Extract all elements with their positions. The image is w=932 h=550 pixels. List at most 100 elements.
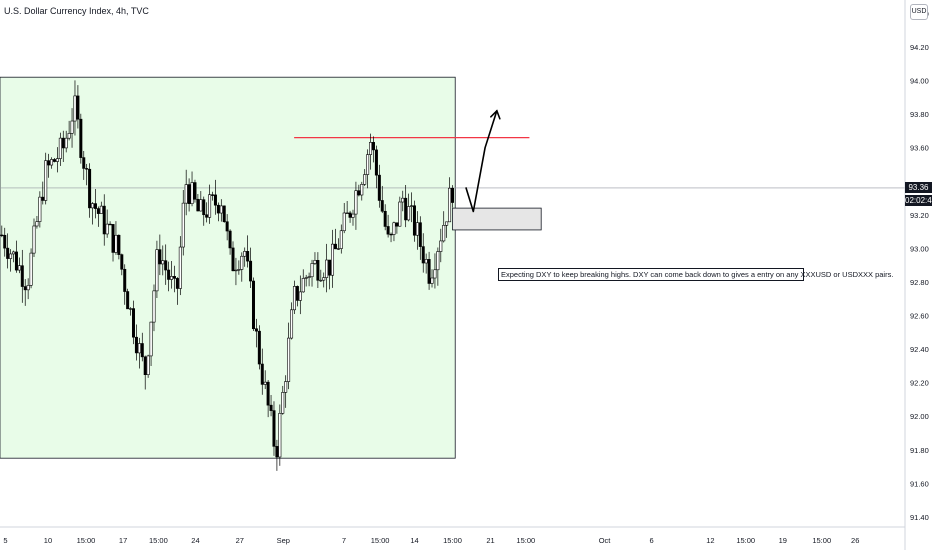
candle-body	[219, 205, 223, 214]
candle-body	[82, 157, 86, 169]
x-tick-label: 17	[119, 536, 127, 545]
candle-body	[427, 259, 431, 284]
candle-body	[392, 222, 396, 235]
candle-body	[216, 204, 220, 214]
candle-body	[418, 222, 422, 247]
candle-body	[164, 260, 168, 271]
candle-body	[213, 194, 217, 206]
candle-body	[170, 276, 174, 280]
candle-body	[44, 160, 48, 201]
candle-body	[231, 247, 235, 272]
candle-body	[404, 197, 408, 221]
x-tick-label: Oct	[599, 536, 612, 545]
y-tick-label: 93.00	[910, 244, 929, 253]
x-tick-label: 15:00	[736, 536, 755, 545]
candle-body	[64, 137, 68, 149]
candle-body	[6, 247, 10, 259]
y-tick-label: 93.20	[910, 211, 929, 220]
candle-body	[111, 224, 115, 253]
candle-body	[269, 404, 273, 411]
candle-body	[38, 196, 42, 222]
candle-body	[290, 309, 294, 339]
candle-body	[319, 279, 323, 282]
candle-body	[85, 168, 89, 170]
candle-body	[371, 142, 375, 151]
candle-body	[415, 222, 419, 236]
candle-body	[208, 194, 212, 218]
candle-body	[134, 336, 138, 354]
candle-body	[243, 251, 247, 257]
candle-body	[58, 137, 62, 159]
candle-body	[251, 280, 255, 330]
candle-body	[357, 190, 361, 196]
candle-body	[272, 410, 276, 447]
candle-body	[263, 381, 267, 385]
candle-body	[76, 95, 80, 120]
candle-body	[102, 205, 106, 235]
currency-badge[interactable]: USD	[910, 4, 928, 20]
candle-body	[234, 269, 238, 272]
candle-body	[328, 259, 332, 276]
y-tick-label: 92.20	[910, 379, 929, 388]
x-tick-label: 15:00	[149, 536, 168, 545]
candle-body	[140, 343, 144, 358]
candle-body	[348, 212, 352, 218]
candle-body	[395, 222, 399, 227]
candle-body	[374, 149, 378, 176]
y-tick-label: 93.60	[910, 144, 929, 153]
candle-body	[3, 234, 7, 249]
candle-body	[35, 221, 39, 227]
candle-body	[14, 251, 18, 271]
candle-body	[281, 392, 285, 414]
candle-body	[439, 240, 443, 252]
candle-body	[129, 308, 133, 310]
candle-body	[410, 205, 414, 207]
candle-body	[61, 137, 65, 149]
candle-body	[184, 184, 188, 204]
candle-body	[412, 205, 416, 236]
x-tick-label: 12	[706, 536, 714, 545]
candle-body	[155, 249, 159, 292]
candle-body	[292, 286, 296, 311]
x-tick-label: 7	[342, 536, 346, 545]
candle-body	[26, 285, 30, 291]
candle-body	[424, 259, 428, 264]
y-tick-label: 91.40	[910, 513, 929, 522]
candle-body	[225, 221, 229, 232]
candle-body	[240, 255, 244, 270]
y-tick-label: 91.60	[910, 479, 929, 488]
x-tick-label: 15:00	[516, 536, 535, 545]
candle-body	[369, 142, 373, 155]
candle-body	[345, 212, 349, 215]
candle-body	[29, 252, 33, 286]
candle-body	[360, 184, 364, 196]
x-tick-label: 21	[486, 536, 494, 545]
y-tick-label: 91.80	[910, 446, 929, 455]
candle-body	[380, 200, 384, 212]
candle-body	[339, 230, 343, 249]
candle-body	[313, 260, 317, 264]
trade-idea-note[interactable]: Expecting DXY to keep breaking highs. DX…	[498, 268, 893, 281]
x-tick-label: 26	[851, 536, 859, 545]
x-tick-label: 10	[44, 536, 52, 545]
y-tick-label: 93.80	[910, 110, 929, 119]
candle-body	[310, 263, 314, 278]
candle-body	[333, 243, 337, 250]
candle-body	[187, 184, 191, 204]
x-tick-label: 27	[236, 536, 244, 545]
y-tick-label: 94.20	[910, 43, 929, 52]
candle-body	[450, 187, 454, 203]
candle-body	[237, 269, 241, 271]
x-tick-label: 15:00	[77, 536, 96, 545]
candle-body	[20, 265, 24, 287]
candle-body	[23, 286, 27, 291]
x-tick-label: 14	[410, 536, 418, 545]
y-tick-label: 94.00	[910, 77, 929, 86]
candle-body	[325, 259, 329, 278]
candle-body	[190, 182, 194, 204]
candle-body	[421, 246, 425, 264]
candle-body	[287, 337, 291, 382]
candle-body	[383, 210, 387, 227]
candle-body	[448, 187, 452, 223]
